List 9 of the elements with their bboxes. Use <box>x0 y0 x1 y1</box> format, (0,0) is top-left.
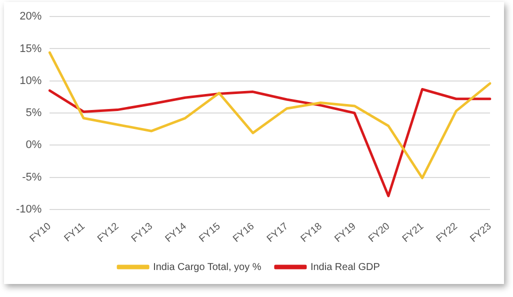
y-tick-label: 20% <box>20 10 42 23</box>
y-tick-label: 10% <box>20 74 42 87</box>
y-tick-label: 15% <box>20 42 42 55</box>
y-tick-label: -10% <box>16 203 42 216</box>
y-tick-label: -5% <box>22 171 42 184</box>
legend-label: India Real GDP <box>310 262 380 273</box>
y-tick-label: 0% <box>26 139 42 152</box>
legend-label: India Cargo Total, yoy % <box>153 262 262 273</box>
y-tick-label: 5% <box>26 107 42 120</box>
